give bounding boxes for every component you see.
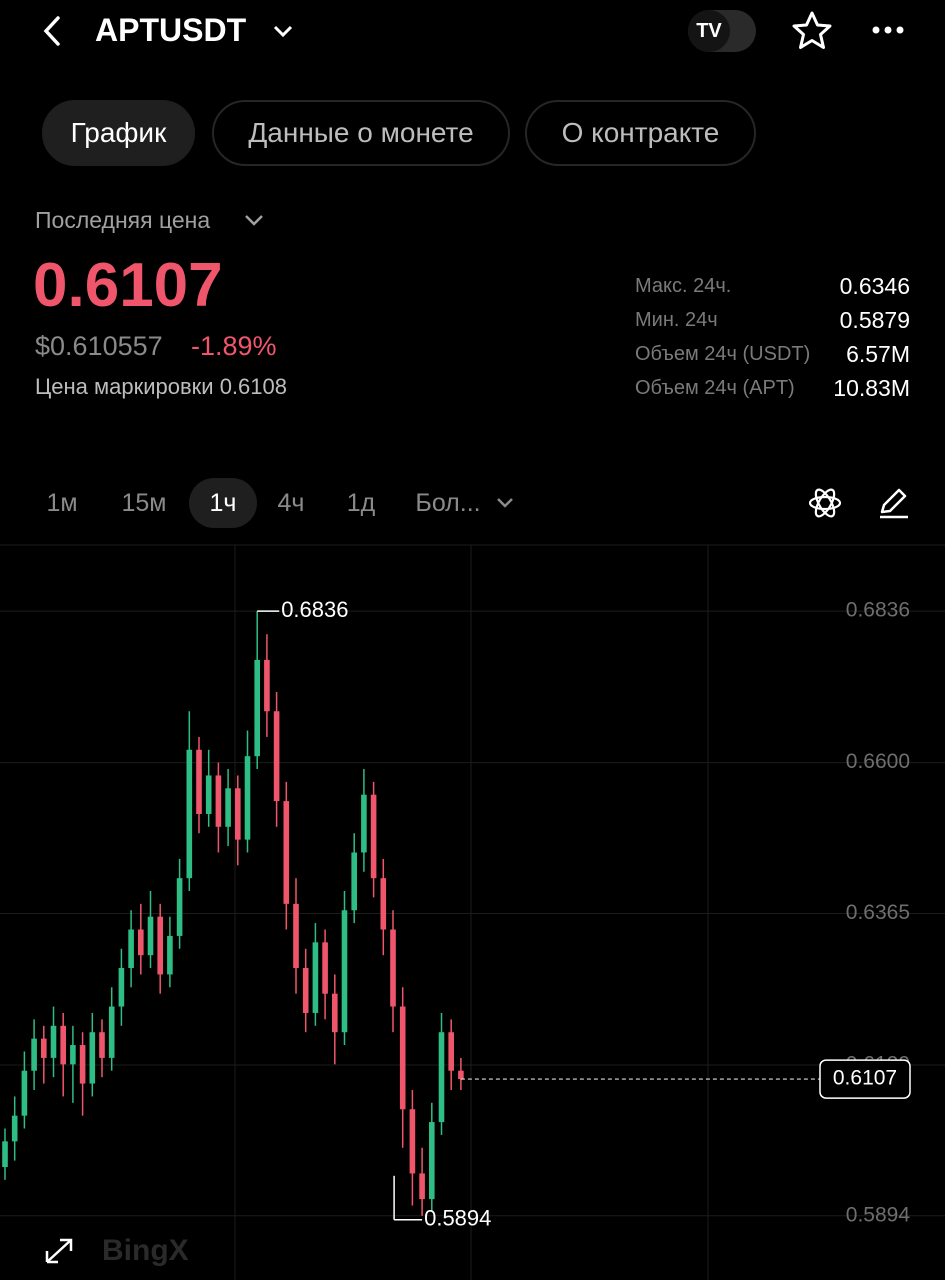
candle-body [2, 1141, 8, 1168]
usd-price: $0.610557 [35, 331, 163, 361]
candle-body [438, 1032, 445, 1123]
candle-body [341, 910, 348, 1033]
stat-label: Объем 24ч (USDT) [635, 343, 811, 365]
candle-body [118, 968, 125, 1007]
candle-body [312, 942, 319, 1013]
candle-body [99, 1032, 105, 1058]
pair-title[interactable]: APTUSDT [95, 12, 247, 48]
candle-body [254, 659, 260, 757]
candle-body [264, 659, 270, 712]
candle-body [70, 1045, 76, 1065]
candle-body [458, 1070, 464, 1080]
candle-body [370, 794, 377, 879]
fullscreen-button[interactable] [45, 1238, 73, 1264]
candle-body [41, 1038, 47, 1058]
candle-body [138, 929, 144, 956]
last-price-box [819, 1059, 911, 1099]
timeframe[interactable]: 1м [46, 488, 78, 517]
draw-button[interactable] [876, 486, 912, 520]
candle-body [283, 801, 290, 904]
candle-body [11, 1115, 18, 1142]
timeframe[interactable]: Бол... [415, 488, 481, 517]
candle-body [302, 968, 309, 1013]
y-tick-label: 0.6600 [846, 750, 910, 773]
tradingview-toggle[interactable]: TV [688, 10, 756, 52]
candle-body [167, 935, 173, 975]
candle-body [399, 1006, 406, 1110]
candle-body [186, 749, 193, 879]
candle-body [50, 1025, 57, 1058]
candle-body [128, 929, 134, 969]
candle-body [380, 878, 387, 930]
candle-body [176, 878, 183, 936]
candle-body [390, 929, 396, 1007]
candle-body [419, 1173, 425, 1200]
candle-body [361, 794, 367, 853]
stat-label: Макс. 24ч. [635, 275, 732, 297]
stat-value: 10.83M [833, 375, 910, 401]
candle-body [60, 1025, 66, 1065]
candle-body [196, 749, 202, 814]
timeframe[interactable]: 1ч [189, 478, 257, 528]
stat-value: 0.6346 [839, 273, 910, 299]
candle-body [21, 1070, 28, 1116]
last-price: 0.6107 [33, 251, 223, 320]
high-label: 0.6836 [281, 597, 348, 622]
candle-body [409, 1109, 416, 1174]
price-caption[interactable]: Последняя цена [35, 207, 211, 233]
pair-dropdown[interactable] [270, 18, 296, 44]
stat-label: Объем 24ч (APT) [635, 377, 795, 399]
stat-value: 0.5879 [839, 307, 910, 333]
caption-dropdown[interactable] [242, 208, 266, 232]
timeframe[interactable]: 1д [346, 488, 376, 517]
candle-body [293, 903, 299, 969]
last-price-label: 0.6107 [833, 1067, 897, 1090]
candle-body [448, 1032, 454, 1071]
candle-body [89, 1032, 96, 1084]
candle-body [244, 756, 251, 840]
candle-body [108, 1006, 115, 1058]
candle-body [322, 942, 328, 994]
back-button[interactable] [38, 14, 68, 48]
watermark: BingX [102, 1234, 189, 1267]
candle-body [332, 993, 338, 1033]
price-change: -1.89% [191, 331, 277, 361]
timeframe[interactable]: 15м [121, 488, 167, 517]
y-tick-label: 0.5894 [846, 1203, 911, 1226]
more-button[interactable] [868, 20, 908, 40]
candle-body [79, 1045, 86, 1084]
candle-body [225, 788, 231, 827]
stat-value: 6.57M [846, 341, 910, 367]
stat-label: Мин. 24ч [635, 309, 718, 331]
tab[interactable]: График [42, 100, 195, 166]
favorite-button[interactable] [790, 10, 834, 52]
indicators-button[interactable] [806, 484, 844, 522]
tab[interactable]: Данные о монете [212, 100, 510, 166]
candle-body [215, 775, 222, 827]
timeframe[interactable]: 4ч [277, 488, 305, 517]
candle-body [205, 775, 212, 814]
candle-body [273, 711, 280, 802]
y-tick-label: 0.6365 [846, 901, 910, 924]
candle-body [31, 1038, 37, 1071]
low-label: 0.5894 [424, 1206, 491, 1231]
candle-body [147, 916, 154, 956]
candle-body [429, 1122, 435, 1200]
mark-price: Цена маркировки 0.6108 [35, 374, 287, 399]
timeframe-dropdown[interactable] [494, 491, 516, 513]
candle-body [351, 852, 357, 911]
tab[interactable]: О контракте [525, 100, 756, 166]
y-tick-label: 0.6836 [846, 599, 910, 622]
candle-body [235, 788, 241, 840]
candle-body [157, 916, 163, 975]
